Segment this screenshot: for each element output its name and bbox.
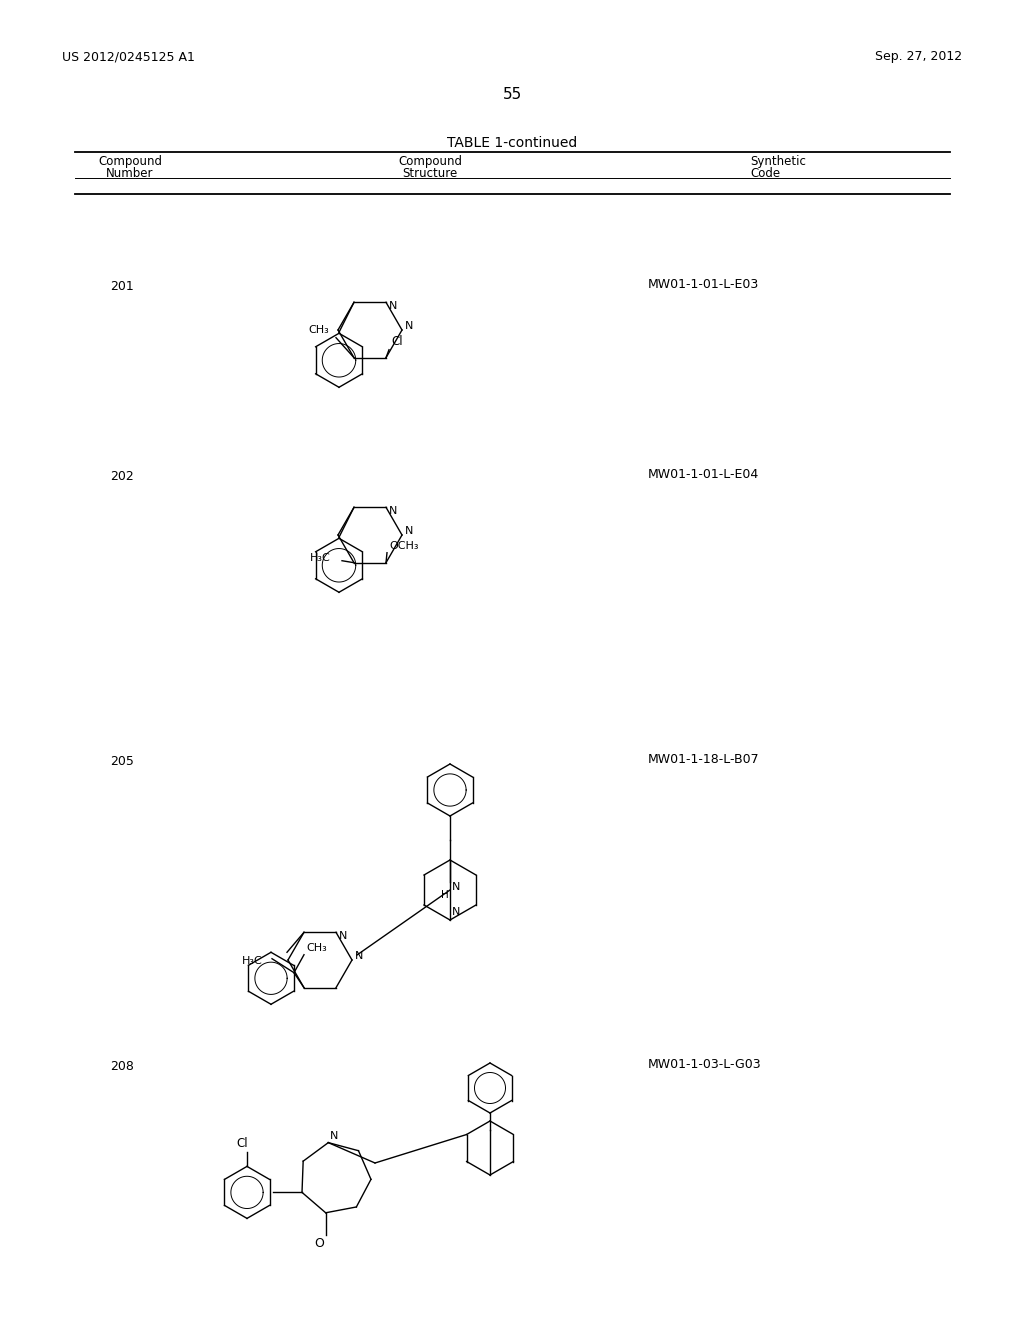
- Text: 208: 208: [110, 1060, 134, 1073]
- Text: Compound: Compound: [398, 154, 462, 168]
- Text: N: N: [389, 301, 397, 312]
- Text: N: N: [389, 507, 397, 516]
- Text: CH₃: CH₃: [308, 325, 329, 335]
- Text: Synthetic: Synthetic: [750, 154, 806, 168]
- Text: CH₃: CH₃: [306, 942, 327, 953]
- Text: N: N: [339, 932, 347, 941]
- Text: MW01-1-01-L-E03: MW01-1-01-L-E03: [648, 279, 759, 290]
- Text: 202: 202: [110, 470, 134, 483]
- Text: US 2012/0245125 A1: US 2012/0245125 A1: [62, 50, 195, 63]
- Text: MW01-1-18-L-B07: MW01-1-18-L-B07: [648, 752, 760, 766]
- Text: 55: 55: [503, 87, 521, 102]
- Text: Code: Code: [750, 168, 780, 180]
- Text: H₃C: H₃C: [242, 956, 263, 966]
- Text: N: N: [355, 950, 364, 961]
- Text: N: N: [452, 882, 461, 892]
- Text: N: N: [406, 525, 414, 536]
- Text: 201: 201: [110, 280, 134, 293]
- Text: Sep. 27, 2012: Sep. 27, 2012: [874, 50, 962, 63]
- Text: Number: Number: [106, 168, 154, 180]
- Text: N: N: [406, 321, 414, 331]
- Text: MW01-1-03-L-G03: MW01-1-03-L-G03: [648, 1059, 762, 1071]
- Text: MW01-1-01-L-E04: MW01-1-01-L-E04: [648, 469, 759, 480]
- Text: N: N: [452, 907, 461, 917]
- Text: H: H: [441, 890, 449, 900]
- Text: Cl: Cl: [391, 335, 402, 347]
- Text: Compound: Compound: [98, 154, 162, 168]
- Text: Cl: Cl: [237, 1138, 248, 1151]
- Text: O: O: [314, 1237, 325, 1250]
- Text: Structure: Structure: [402, 168, 458, 180]
- Text: TABLE 1-continued: TABLE 1-continued: [446, 136, 578, 150]
- Text: OCH₃: OCH₃: [389, 541, 419, 550]
- Text: 205: 205: [110, 755, 134, 768]
- Text: N: N: [331, 1131, 339, 1140]
- Text: H₃C: H₃C: [310, 553, 331, 562]
